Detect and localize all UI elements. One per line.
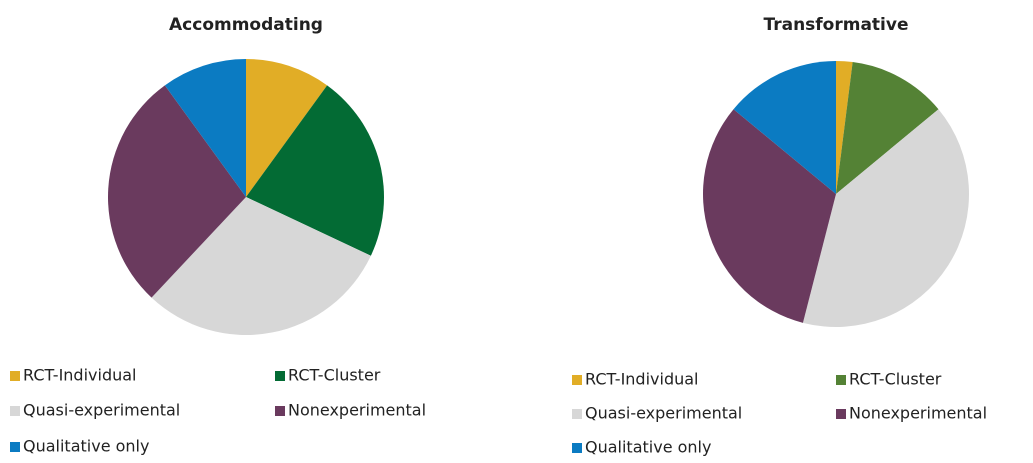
legend-label: Quasi-experimental — [585, 404, 742, 423]
pie-slice — [246, 59, 328, 197]
legend-swatch — [572, 375, 582, 385]
pie-slice — [702, 109, 836, 323]
legend-label: RCT-Cluster — [288, 366, 381, 385]
legend-swatch — [572, 443, 582, 453]
legend-label: Nonexperimental — [288, 401, 426, 420]
pie-slice — [164, 59, 246, 197]
legend-swatch — [10, 442, 20, 452]
legend-swatch — [572, 409, 582, 419]
legend-swatch — [275, 406, 285, 416]
legend-label: RCT-Individual — [23, 366, 137, 385]
pie-slice — [836, 61, 853, 194]
legend-swatch — [10, 371, 20, 381]
legend-label: Quasi-experimental — [23, 401, 180, 420]
pie-slice — [108, 85, 246, 298]
chart-title: Accommodating — [169, 15, 323, 35]
chart-title: Transformative — [763, 15, 908, 35]
legend-swatch — [836, 409, 846, 419]
pie-slice — [151, 197, 371, 335]
legend-swatch — [275, 371, 285, 381]
legend-label: RCT-Cluster — [849, 370, 942, 389]
legend-label: RCT-Individual — [585, 370, 699, 389]
pie-slice — [836, 62, 939, 195]
legend-label: Qualitative only — [585, 438, 711, 457]
legend-label: Qualitative only — [23, 437, 149, 456]
legend-label: Nonexperimental — [849, 404, 987, 423]
legend-swatch — [10, 406, 20, 416]
pie-slice — [733, 61, 836, 194]
pie-slice — [246, 85, 384, 256]
legend-swatch — [836, 375, 846, 385]
pie-slice — [802, 109, 970, 328]
